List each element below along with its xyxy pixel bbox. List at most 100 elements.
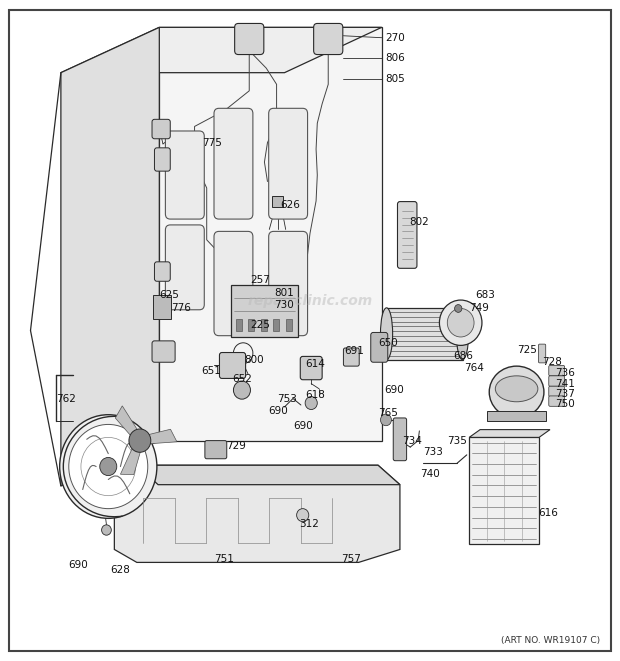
FancyBboxPatch shape xyxy=(154,148,170,171)
Text: 729: 729 xyxy=(226,441,246,451)
Ellipse shape xyxy=(495,376,538,402)
FancyBboxPatch shape xyxy=(371,332,388,362)
Polygon shape xyxy=(61,27,159,486)
FancyBboxPatch shape xyxy=(393,418,407,461)
Bar xyxy=(231,285,298,337)
Bar xyxy=(286,319,292,330)
Text: 806: 806 xyxy=(385,54,405,63)
Bar xyxy=(249,319,254,330)
Text: 740: 740 xyxy=(420,469,440,479)
Text: 625: 625 xyxy=(159,290,179,300)
Text: 751: 751 xyxy=(214,553,234,564)
Circle shape xyxy=(60,414,157,518)
Circle shape xyxy=(100,457,117,476)
Circle shape xyxy=(440,300,482,346)
Ellipse shape xyxy=(489,366,544,418)
FancyBboxPatch shape xyxy=(166,131,204,219)
Text: 733: 733 xyxy=(423,447,443,457)
Text: 762: 762 xyxy=(56,393,76,403)
Circle shape xyxy=(305,397,317,410)
FancyBboxPatch shape xyxy=(214,231,253,336)
Text: 735: 735 xyxy=(447,436,467,446)
Circle shape xyxy=(234,381,250,399)
Text: 737: 737 xyxy=(556,389,575,399)
Text: 757: 757 xyxy=(342,553,361,564)
FancyBboxPatch shape xyxy=(268,108,308,219)
Text: 618: 618 xyxy=(305,390,325,401)
FancyBboxPatch shape xyxy=(314,23,343,55)
Text: 805: 805 xyxy=(385,74,405,84)
Text: 652: 652 xyxy=(232,374,252,384)
Bar xyxy=(261,319,267,330)
Text: 626: 626 xyxy=(281,200,301,210)
Text: 725: 725 xyxy=(518,345,538,355)
FancyBboxPatch shape xyxy=(549,386,565,397)
Bar xyxy=(272,196,283,208)
Text: 225: 225 xyxy=(250,321,270,330)
FancyBboxPatch shape xyxy=(386,308,463,360)
FancyBboxPatch shape xyxy=(205,441,227,459)
Polygon shape xyxy=(140,429,177,444)
Text: 616: 616 xyxy=(538,508,558,518)
Polygon shape xyxy=(159,27,382,441)
Text: 650: 650 xyxy=(378,338,397,348)
Ellipse shape xyxy=(381,308,392,360)
Text: 776: 776 xyxy=(171,303,191,313)
Text: 765: 765 xyxy=(378,408,397,418)
Text: 801: 801 xyxy=(275,288,294,298)
FancyBboxPatch shape xyxy=(152,120,171,139)
Text: 690: 690 xyxy=(384,385,404,395)
Circle shape xyxy=(129,429,151,452)
Text: 734: 734 xyxy=(402,436,422,446)
FancyBboxPatch shape xyxy=(154,262,170,282)
Circle shape xyxy=(454,305,462,313)
Text: 750: 750 xyxy=(556,399,575,409)
Text: 691: 691 xyxy=(344,346,364,356)
FancyBboxPatch shape xyxy=(153,295,172,319)
Text: (ART NO. WR19107 C): (ART NO. WR19107 C) xyxy=(502,636,600,644)
Text: 651: 651 xyxy=(202,366,221,375)
Circle shape xyxy=(102,525,112,535)
Text: 728: 728 xyxy=(542,356,562,367)
Polygon shape xyxy=(61,27,382,73)
FancyBboxPatch shape xyxy=(214,108,253,219)
FancyBboxPatch shape xyxy=(549,376,565,386)
FancyBboxPatch shape xyxy=(268,231,308,336)
Text: 741: 741 xyxy=(556,379,575,389)
Bar xyxy=(236,319,242,330)
Polygon shape xyxy=(120,439,143,475)
Text: 628: 628 xyxy=(110,565,130,575)
FancyBboxPatch shape xyxy=(219,352,246,379)
Text: 764: 764 xyxy=(464,363,484,373)
FancyBboxPatch shape xyxy=(397,202,417,268)
FancyBboxPatch shape xyxy=(300,356,322,379)
Ellipse shape xyxy=(456,308,469,360)
Text: 690: 690 xyxy=(68,560,88,570)
FancyBboxPatch shape xyxy=(538,344,546,363)
Text: 683: 683 xyxy=(475,290,495,300)
Text: 312: 312 xyxy=(299,518,319,529)
FancyBboxPatch shape xyxy=(152,341,175,362)
Bar xyxy=(273,319,280,330)
Text: 736: 736 xyxy=(556,368,575,377)
Circle shape xyxy=(69,424,148,509)
Text: 800: 800 xyxy=(244,355,264,365)
FancyBboxPatch shape xyxy=(166,225,204,310)
Bar xyxy=(469,438,539,544)
Text: 270: 270 xyxy=(385,32,405,43)
FancyBboxPatch shape xyxy=(234,23,264,55)
Text: 730: 730 xyxy=(275,299,294,309)
Circle shape xyxy=(447,309,474,337)
Polygon shape xyxy=(469,430,550,438)
Polygon shape xyxy=(115,406,143,443)
Text: repairclinic.com: repairclinic.com xyxy=(247,294,373,308)
Text: 753: 753 xyxy=(277,393,297,403)
Text: 614: 614 xyxy=(305,359,325,369)
Polygon shape xyxy=(114,465,400,563)
Text: 686: 686 xyxy=(453,352,473,362)
Circle shape xyxy=(296,509,309,522)
Text: 802: 802 xyxy=(409,217,429,227)
Circle shape xyxy=(381,414,391,426)
Text: 775: 775 xyxy=(202,137,221,147)
FancyBboxPatch shape xyxy=(549,396,565,407)
